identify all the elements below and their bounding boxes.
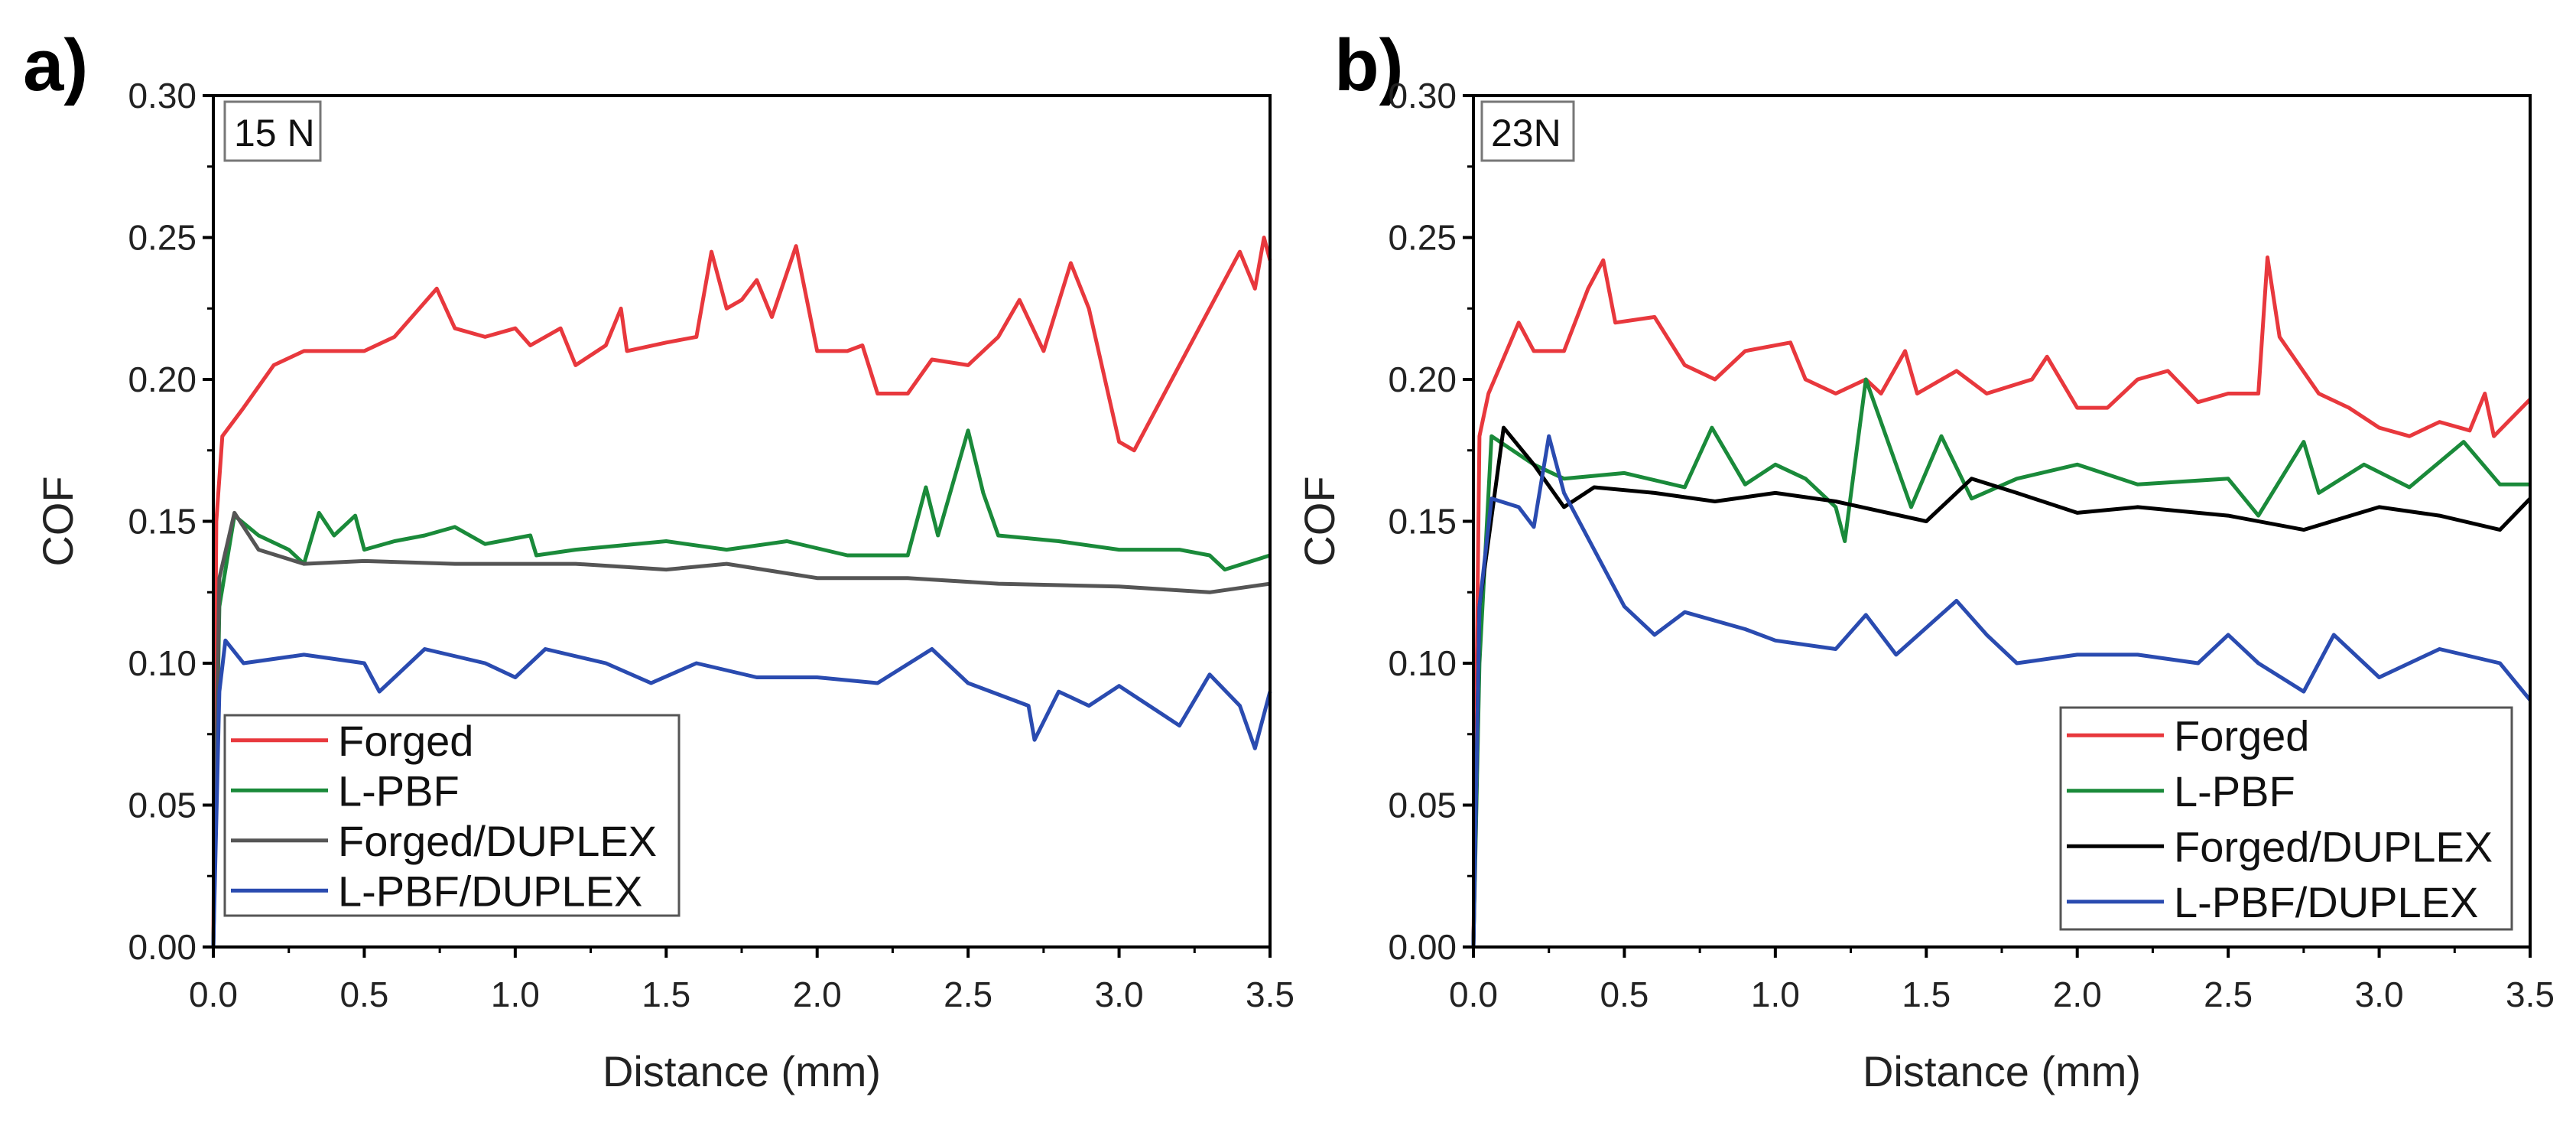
- y-tick-label: 0.10: [128, 643, 197, 683]
- y-tick-label: 0.15: [1388, 502, 1457, 542]
- legend-label: L-PBF: [2174, 767, 2295, 815]
- load-annotation-box: [1480, 100, 1575, 162]
- load-annotation-box: [223, 100, 322, 162]
- legend-label: L-PBF/DUPLEX: [2174, 878, 2478, 926]
- x-tick-label: 3.0: [2355, 975, 2404, 1014]
- x-tick-label: 2.5: [2204, 975, 2253, 1014]
- legend-label: Forged: [338, 717, 473, 765]
- legend-label: Forged/DUPLEX: [2174, 822, 2493, 871]
- y-tick-label: 0.15: [128, 502, 197, 542]
- x-tick-label: 3.0: [1095, 975, 1144, 1014]
- y-tick-label: 0.25: [128, 218, 197, 258]
- legend: Forged L-PBF Forged/DUPLEX L-PBF/DUPLEX: [2059, 706, 2513, 931]
- x-tick-label: 0.0: [1449, 975, 1498, 1014]
- legend-label: L-PBF: [338, 766, 460, 815]
- load-annotation: 15 N: [234, 112, 315, 155]
- series-line-forged-duplex: [211, 510, 1271, 948]
- legend-box: [2059, 706, 2513, 931]
- load-annotation: 23N: [1491, 112, 1561, 155]
- series-line-forged: [1471, 255, 2532, 948]
- x-tick-label: 2.0: [793, 975, 842, 1014]
- y-tick-label: 0.05: [128, 786, 197, 825]
- legend-box: [223, 714, 681, 917]
- series-line-l-pbf: [211, 428, 1271, 948]
- x-tick-label: 1.0: [1751, 975, 1800, 1014]
- x-tick-label: 1.5: [642, 975, 690, 1014]
- legend-label: Forged: [2174, 711, 2309, 760]
- x-tick-label: 2.0: [2053, 975, 2102, 1014]
- y-axis-title: COF: [34, 476, 82, 566]
- y-tick-label: 0.30: [1388, 76, 1457, 116]
- series-line-forged: [211, 236, 1272, 948]
- x-tick-label: 1.5: [1902, 975, 1951, 1014]
- panel-label: b): [1334, 24, 1404, 106]
- x-tick-label: 3.5: [2506, 975, 2555, 1014]
- x-tick-label: 0.5: [339, 975, 388, 1014]
- panel-label: a): [23, 24, 88, 106]
- x-axis-title: Distance (mm): [1863, 1047, 2141, 1095]
- y-tick-label: 0.00: [1388, 927, 1457, 967]
- series-line-l-pbf-duplex: [1471, 434, 2532, 948]
- y-tick-label: 0.20: [128, 360, 197, 399]
- y-tick-label: 0.30: [128, 76, 197, 116]
- chart-panel-b: b) 0.0 0.5 1.0 1.5 2.0 2.5 3.0 3.5 0.00 0.05 0.10 0.…: [1295, 24, 2555, 1095]
- series-line-forged-duplex: [1471, 425, 2532, 948]
- y-tick-label: 0.10: [1388, 643, 1457, 683]
- x-tick-label: 2.5: [944, 975, 992, 1014]
- x-axis-title: Distance (mm): [603, 1047, 881, 1095]
- chart-panel-a: a) 0.0 0.5 1.0 1.5 2.0 2.5 3.0 3.5 0.00 0.05 0.10 0.…: [23, 24, 1294, 1095]
- legend-label: L-PBF/DUPLEX: [338, 867, 642, 915]
- y-tick-label: 0.00: [128, 927, 197, 967]
- y-tick-label: 0.25: [1388, 218, 1457, 258]
- y-tick-label: 0.20: [1388, 360, 1457, 399]
- y-axis-title: COF: [1295, 476, 1343, 566]
- series-line-l-pbf-duplex: [211, 638, 1272, 948]
- legend-label: Forged/DUPLEX: [338, 817, 657, 865]
- y-tick-label: 0.05: [1388, 786, 1457, 825]
- series-line-l-pbf: [1471, 377, 2530, 948]
- x-tick-label: 0.5: [1600, 975, 1649, 1014]
- x-tick-label: 0.0: [189, 975, 238, 1014]
- x-tick-label: 1.0: [491, 975, 540, 1014]
- x-tick-label: 3.5: [1246, 975, 1294, 1014]
